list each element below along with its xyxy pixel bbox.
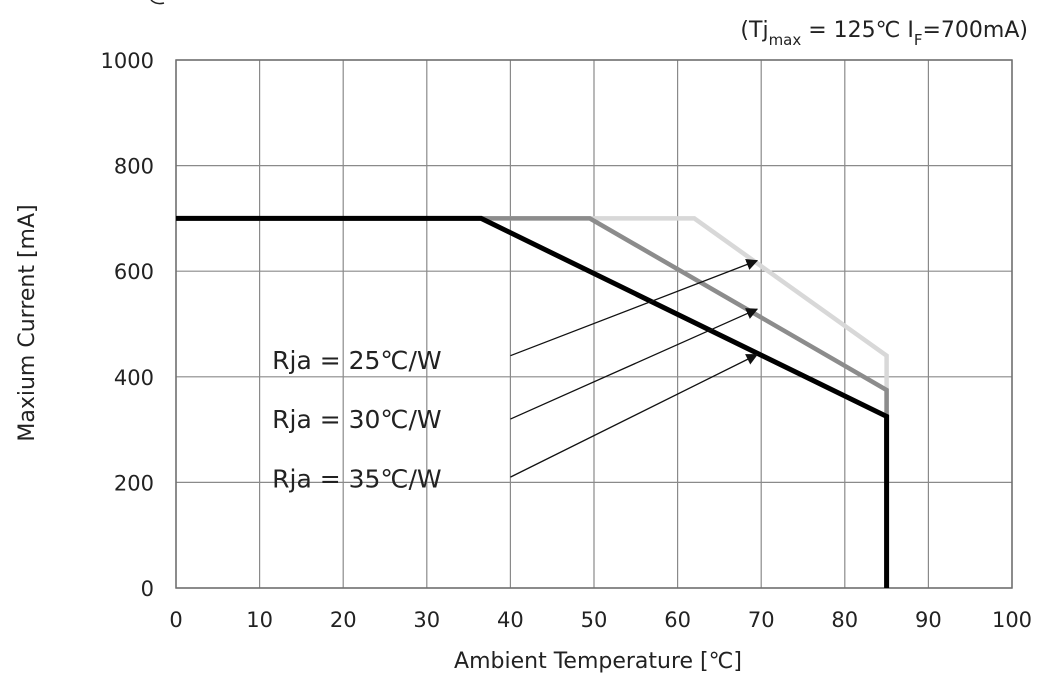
y-tick-label-400: 400 (114, 366, 154, 390)
series-line-1 (176, 216, 889, 588)
series-line-2 (176, 216, 889, 588)
series-group (176, 215, 890, 588)
x-tick-label-60: 60 (664, 608, 691, 632)
y-tick-label-200: 200 (114, 471, 154, 495)
y-tick-label-800: 800 (114, 155, 154, 179)
annotation-arrow-2 (510, 308, 759, 420)
annotation-label-1: Rja = 25℃/W (272, 346, 442, 375)
y-axis-label: Maxium Current [mA] (15, 204, 40, 441)
x-axis-label: Ambient Temperature [℃] (454, 649, 742, 674)
x-tick-label-100: 100 (992, 608, 1032, 632)
x-tick-label-0: 0 (169, 608, 182, 632)
y-tick-label-0: 0 (141, 577, 154, 601)
annotation-arrow-3 (510, 354, 759, 478)
y-tick-label-1000: 1000 (101, 49, 154, 73)
annotation-arrow-1 (510, 258, 759, 357)
x-tick-label-30: 30 (413, 608, 440, 632)
series-line-3 (176, 215, 890, 588)
annotation-group: Rja = 25℃/W Rja = 30℃/W Rja = 35℃/W (272, 258, 759, 494)
x-tick-label-70: 70 (748, 608, 775, 632)
annotation-label-3: Rja = 35℃/W (272, 465, 442, 494)
x-tick-label-90: 90 (915, 608, 942, 632)
annotation-label-2: Rja = 30℃/W (272, 405, 442, 434)
y-tick-label-600: 600 (114, 260, 154, 284)
chart-condition-label: (Tjmax = 125℃ IF=700mA) (740, 18, 1028, 49)
x-tick-label-80: 80 (831, 608, 858, 632)
plot-frame (175, 59, 1013, 589)
x-tick-label-20: 20 (330, 608, 357, 632)
x-tick-label-40: 40 (497, 608, 524, 632)
x-tick-label-10: 10 (246, 608, 273, 632)
cropped-top-mark (150, 0, 165, 5)
x-tick-label-50: 50 (581, 608, 608, 632)
grid (175, 59, 1013, 589)
